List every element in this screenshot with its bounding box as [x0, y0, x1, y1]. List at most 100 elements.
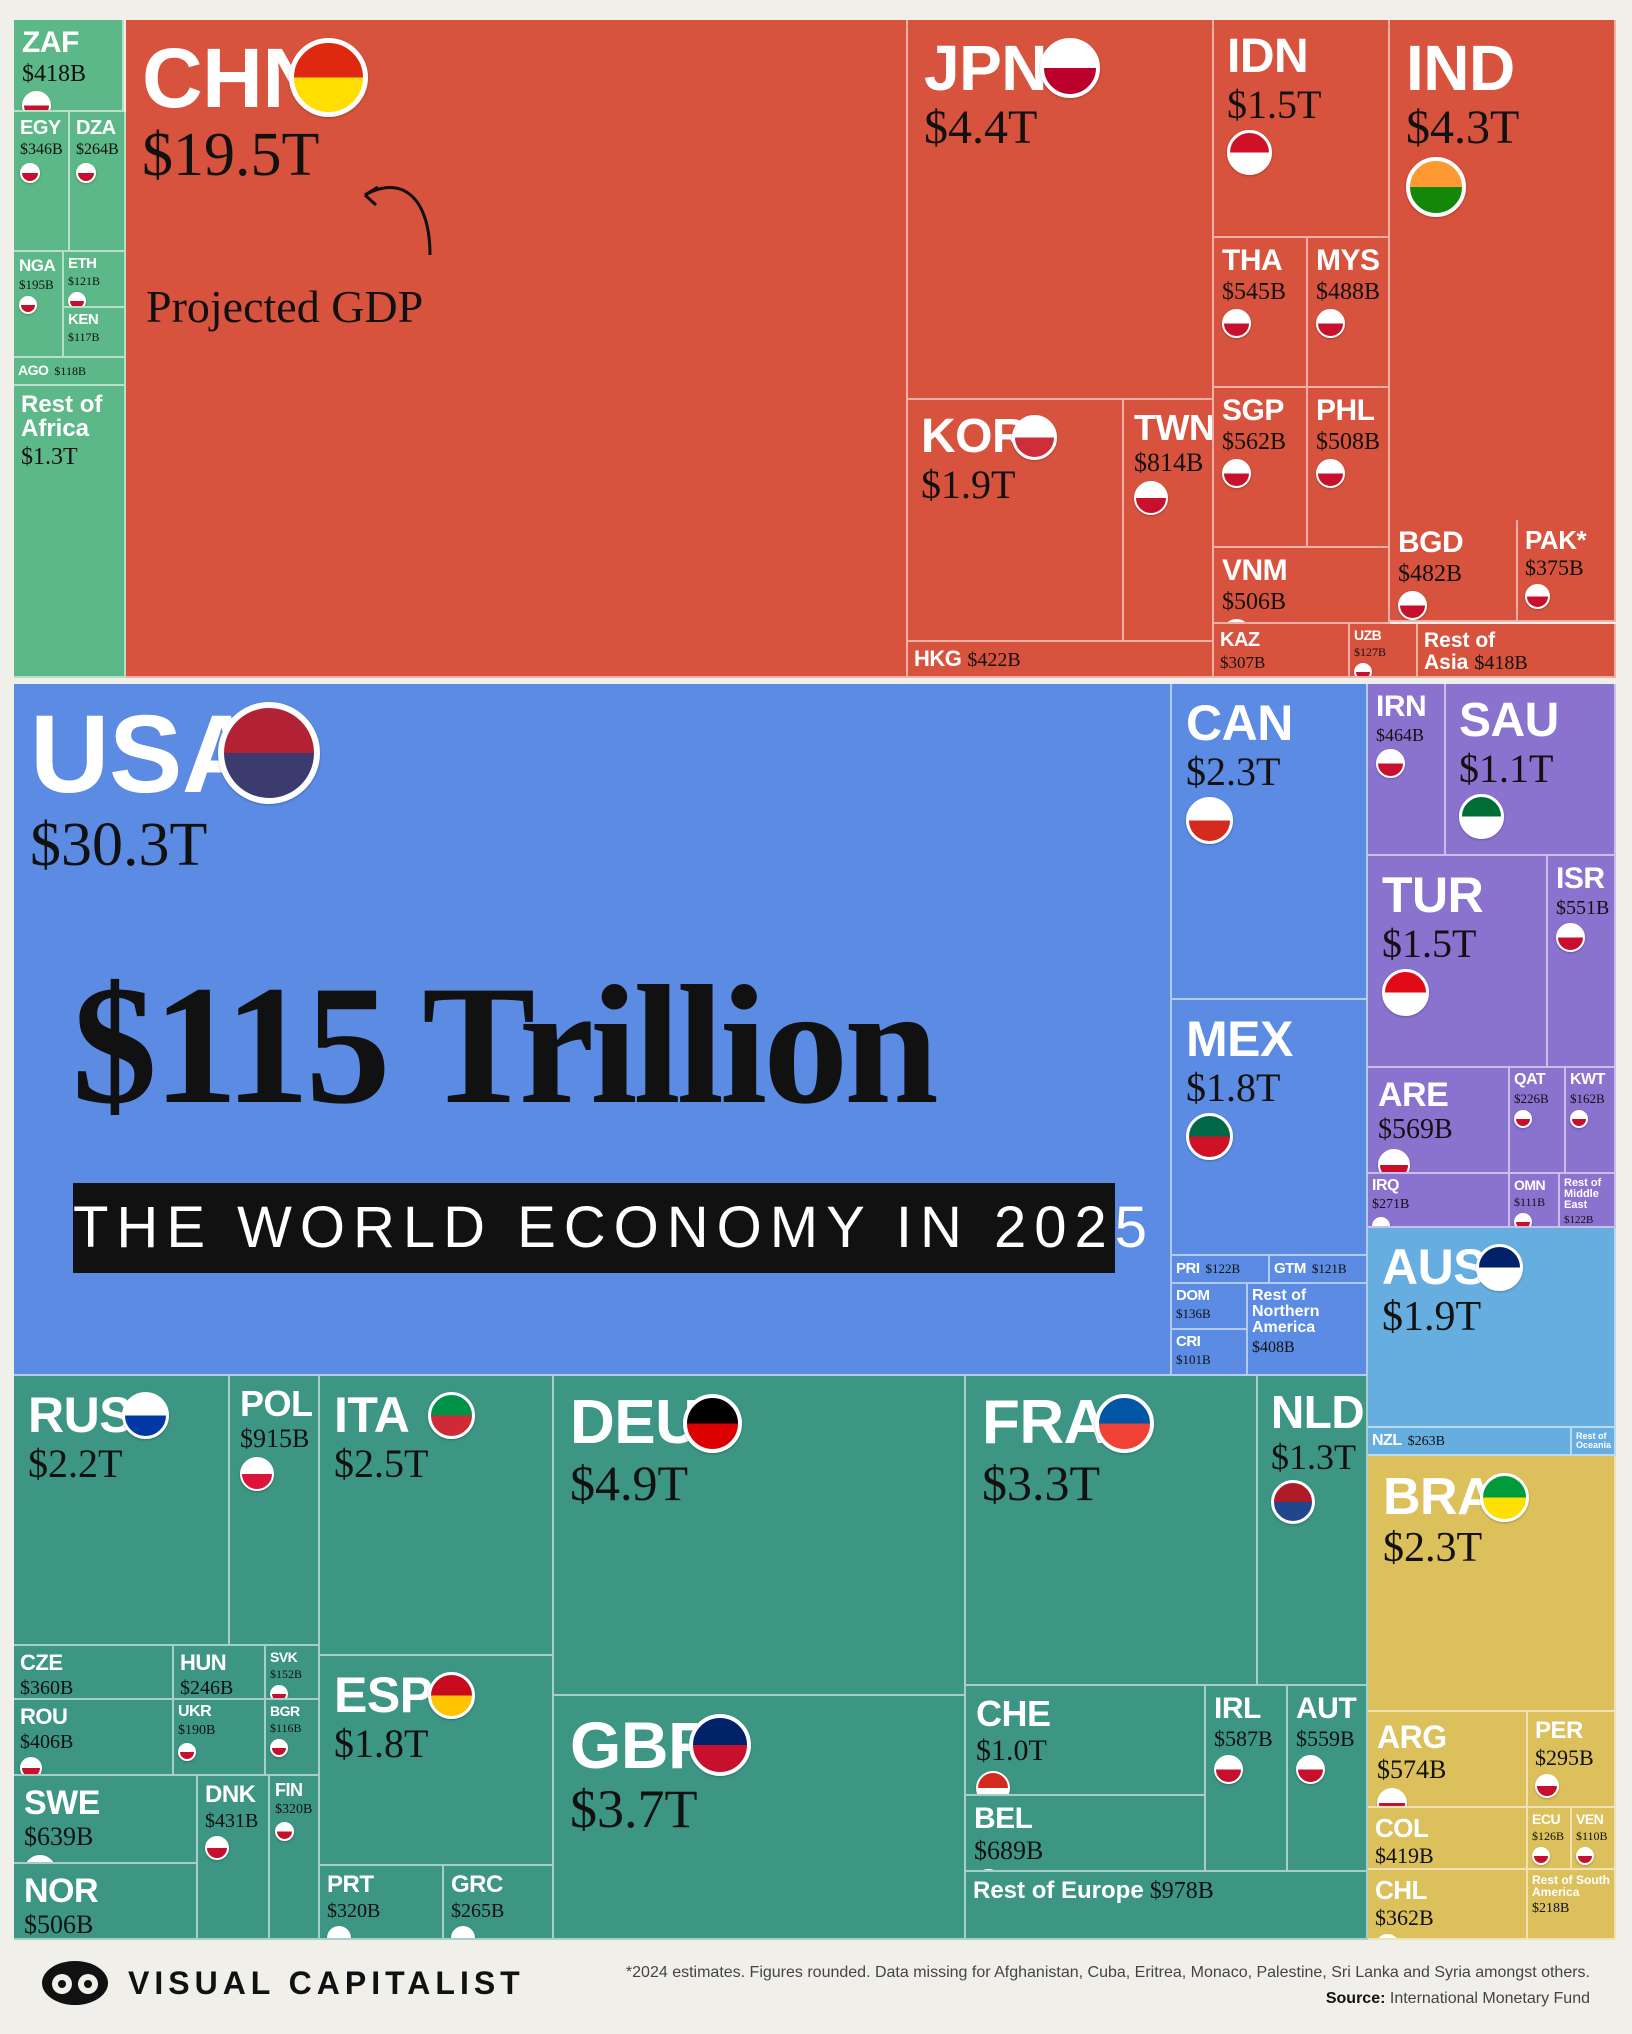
tile-value: $127B [1354, 645, 1387, 659]
tile-value: $978B [1149, 1878, 1214, 1904]
tile-code: BGD [1398, 526, 1464, 559]
tile-value: $126B [1532, 1829, 1565, 1843]
tile-value: $101B [1176, 1352, 1211, 1367]
tile-code: DNK [205, 1781, 256, 1808]
tile-nzl: NZL $263B [1368, 1428, 1572, 1456]
tile-bel: BEL $689B [966, 1796, 1206, 1872]
headline-total: $115 Trillion [72, 951, 939, 1139]
tile-gtm: GTM $121B [1270, 1256, 1368, 1284]
tile-value: $814B [1134, 448, 1204, 477]
tile-value: $122B [1564, 1214, 1594, 1226]
brand-logo: VISUAL CAPITALIST [40, 1958, 525, 2008]
flag-tur-icon [1382, 969, 1429, 1016]
tile-kaz: KAZ $307B [1214, 624, 1350, 678]
tile-code: FIN [275, 1780, 303, 1800]
tile-value: $122B [1205, 1261, 1241, 1276]
flag-pak-icon [1525, 584, 1550, 609]
flag-bra-icon [1480, 1473, 1529, 1522]
flag-mex-icon [1186, 1113, 1233, 1160]
tile-che: CHE $1.0T [966, 1686, 1206, 1796]
tile-value: $2.2T [28, 1441, 123, 1486]
tile-value: $152B [270, 1667, 303, 1681]
tile-code: ARG [1377, 1719, 1447, 1755]
tile-value: $1.5T [1227, 82, 1322, 127]
tile-code: FRA [982, 1388, 1108, 1457]
flag-aut-icon [1296, 1755, 1325, 1784]
tile-rest-of-oceania: Rest of Oceania $43B [1572, 1428, 1616, 1456]
tile-aut: AUT $559B [1288, 1686, 1368, 1872]
flag-idn-icon [1227, 130, 1272, 175]
tile-code: RUS [28, 1387, 133, 1443]
tile-value: $19.5T [142, 121, 320, 189]
tile-code: IRN [1376, 690, 1427, 723]
tile-value: $551B [1556, 897, 1610, 919]
tile-value: $218B [1532, 1901, 1570, 1916]
tile-hun: HUN $246B [174, 1646, 266, 1700]
tile-nld: NLD $1.3T [1258, 1376, 1368, 1686]
tile-value: $121B [68, 274, 101, 288]
tile-code: QAT [1514, 1071, 1546, 1088]
subhead-banner: THE WORLD ECONOMY IN 2025 [73, 1183, 1147, 1273]
tile-swe: SWE $639B [14, 1776, 198, 1864]
flag-dnk-icon [205, 1836, 229, 1860]
flag-prt-icon [327, 1926, 351, 1938]
tile-code: KAZ [1220, 629, 1260, 651]
tile-code: GRC [451, 1871, 503, 1898]
tile-value: $117B [68, 330, 100, 344]
flag-phl-icon [1316, 459, 1345, 488]
flag-kaz-icon [1220, 676, 1240, 678]
flag-sau-icon [1459, 794, 1504, 839]
source-label: Source: [1325, 1990, 1386, 2007]
tile-value: $506B [1222, 589, 1287, 615]
tile-value: $545B [1222, 279, 1287, 305]
tile-value: $2.3T [1383, 1525, 1483, 1571]
flag-uzb-icon [1354, 663, 1372, 676]
tile-value: $226B [1514, 1091, 1549, 1106]
tile-rest-of-northern-america: Rest of Northern America $408B [1248, 1284, 1368, 1376]
tile-sgp: SGP $562B [1214, 388, 1308, 548]
tile-dza: DZA $264B [70, 112, 126, 252]
flag-svk-icon [270, 1685, 288, 1698]
tile-value: $1.0T [976, 1734, 1047, 1767]
tile-pak: PAK* $375B [1518, 520, 1616, 622]
tile-code: CAN [1186, 695, 1293, 751]
flag-nld-icon [1271, 1480, 1315, 1524]
tile-code: JPN [924, 32, 1048, 104]
tile-code: CHL [1375, 1875, 1427, 1905]
tile-rest-of-south-america: Rest of South America $218B [1528, 1870, 1616, 1940]
tile-bgr: BGR $116B [266, 1700, 320, 1776]
flag-swe-icon [24, 1855, 56, 1862]
flag-pol-icon [240, 1457, 274, 1491]
tile-value: $190B [178, 1723, 216, 1738]
tile-pri: PRI $122B [1172, 1256, 1270, 1284]
tile-code: IDN [1227, 30, 1309, 83]
tile-value: $43B [1576, 1454, 1596, 1455]
tile-tur: TUR $1.5T [1368, 856, 1548, 1068]
tile-value: $639B [24, 1822, 94, 1851]
flag-esp-icon [428, 1672, 475, 1719]
tile-value: $408B [1252, 1339, 1295, 1356]
tile-value: $346B [20, 141, 63, 158]
tile-code: TUR [1382, 867, 1484, 923]
tile-code: MEX [1186, 1011, 1293, 1067]
flag-ita-icon [428, 1392, 475, 1439]
tile-value: $307B [1220, 653, 1266, 672]
tile-code: Rest of Asia [1424, 629, 1496, 674]
tile-code: USA [30, 693, 261, 816]
tile-value: $375B [1525, 555, 1584, 580]
tile-idn: IDN $1.5T [1214, 20, 1390, 238]
tile-value: $1.9T [921, 462, 1016, 507]
tile-fra: FRA $3.3T [966, 1376, 1258, 1686]
tile-grc: GRC $265B [444, 1866, 554, 1940]
tile-value: $295B [1535, 1745, 1594, 1770]
tile-code: CHN [142, 31, 323, 125]
tile-value: $1.3T [1271, 1437, 1356, 1477]
flag-nga-icon [19, 296, 37, 314]
tile-code: HUN [180, 1650, 227, 1675]
tile-value: $111B [1514, 1195, 1546, 1209]
flag-dza-icon [76, 163, 96, 183]
tile-code: UKR [178, 1703, 212, 1720]
tile-dnk: DNK $431B [198, 1776, 270, 1940]
tile-value: $587B [1214, 1726, 1273, 1751]
tile-value: $116B [270, 1721, 302, 1735]
